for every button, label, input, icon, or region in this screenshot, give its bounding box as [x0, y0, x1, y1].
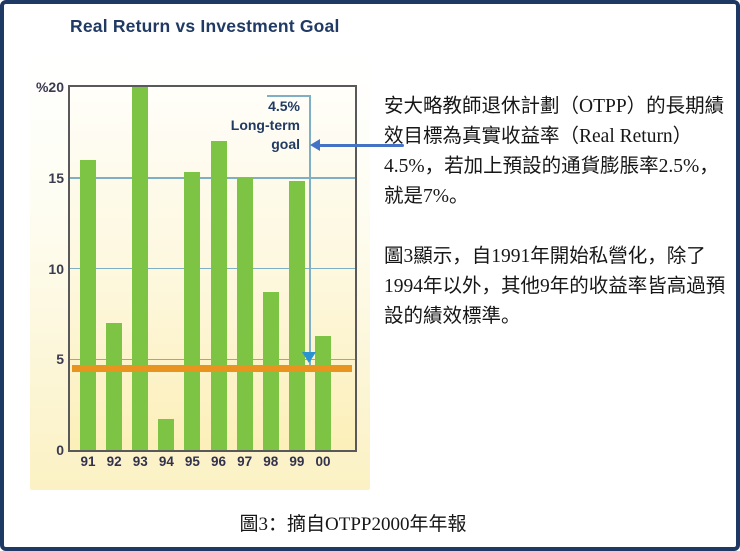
goal-label-line2: Long-term — [230, 117, 300, 133]
xtick-99: 99 — [289, 454, 305, 469]
xtick-98: 98 — [263, 454, 279, 469]
bar-99 — [288, 181, 305, 450]
left-arrow-icon — [310, 139, 320, 151]
xtick-96: 96 — [211, 454, 227, 469]
xtick-00: 00 — [315, 454, 331, 469]
down-arrow-icon — [302, 352, 316, 363]
goal-label: 4.5% Long-term goal — [231, 97, 300, 154]
ytick-15: 15 — [48, 169, 64, 186]
xtick-91: 91 — [80, 454, 96, 469]
commentary-text: 安大略教師退休計劃（OTPP）的長期績效目標為真實收益率（Real Return… — [384, 92, 731, 332]
bar-92 — [106, 322, 123, 450]
xtick-93: 93 — [132, 454, 148, 469]
bar-00 — [314, 335, 331, 450]
goal-label-percent: 4.5% — [268, 98, 300, 114]
xtick-97: 97 — [237, 454, 253, 469]
xtick-95: 95 — [184, 454, 200, 469]
ytick-10: 10 — [48, 260, 64, 277]
bar-91 — [80, 159, 96, 450]
figure-caption: 圖3：摘自OTPP2000年年報 — [239, 514, 467, 535]
xtick-92: 92 — [106, 454, 122, 469]
ytick-20: %20 — [35, 79, 64, 95]
bar-93 — [132, 87, 149, 450]
ytick-5: 5 — [56, 351, 64, 368]
ytick-0: 0 — [56, 442, 64, 458]
goal-label-line3: goal — [271, 136, 300, 152]
pointer-arrow-line — [319, 144, 404, 147]
goal-bracket-vertical — [309, 95, 311, 365]
bar-97 — [236, 177, 253, 450]
goal-bracket-horizontal — [267, 95, 310, 97]
bar-96 — [210, 141, 227, 450]
chart-title: Real Return vs Investment Goal — [70, 16, 340, 36]
commentary-paragraph-2: 圖3顯示，自1991年開始私營化，除了1994年以外，其他9年的收益率皆高過預設… — [384, 246, 726, 327]
plot-area — [68, 85, 357, 452]
xtick-94: 94 — [158, 454, 174, 469]
goal-line — [72, 364, 352, 372]
bar-94 — [158, 419, 175, 450]
bar-95 — [184, 172, 201, 450]
commentary-paragraph-1: 安大略教師退休計劃（OTPP）的長期績效目標為真實收益率（Real Return… — [384, 96, 725, 207]
